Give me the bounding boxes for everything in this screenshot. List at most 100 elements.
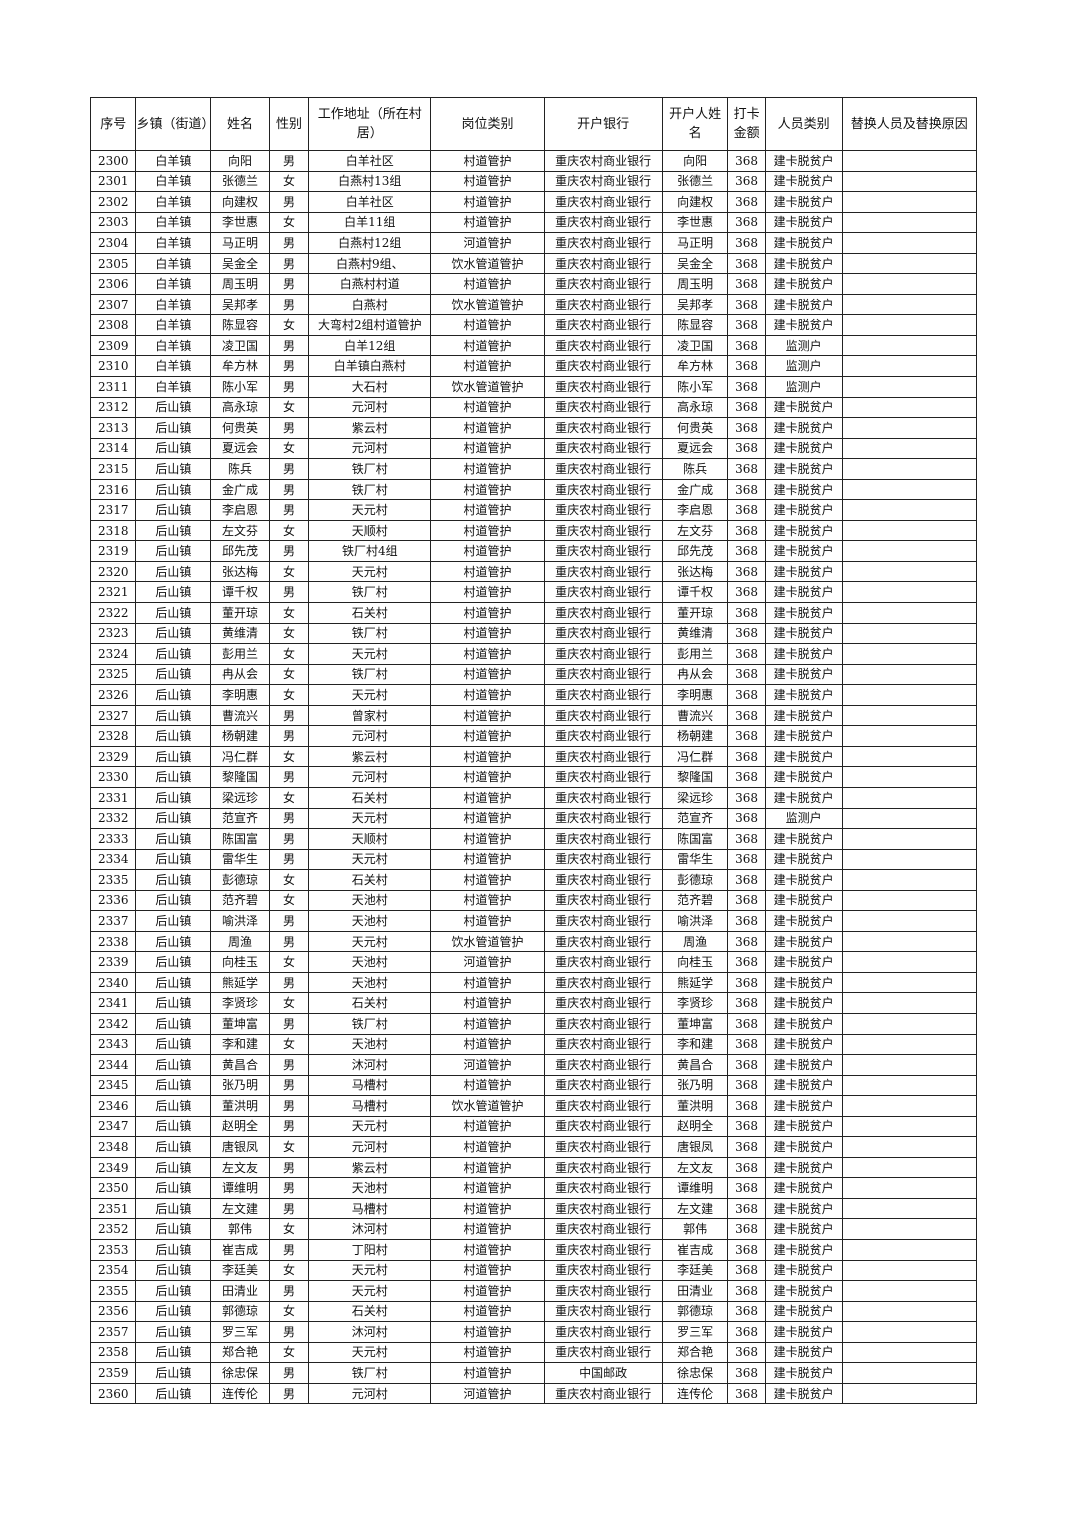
cell-name: 李明惠 <box>210 684 270 706</box>
table-row: 2326 后山镇 李明惠女天元村 村道管护 重庆农村商业银行 李明惠 368 建卡脱贫户 <box>89 684 978 706</box>
cell-category: 建卡脱贫户 <box>764 314 843 336</box>
cell-town: 后山镇 <box>135 1095 212 1117</box>
cell-gender: 女 <box>268 1259 310 1282</box>
cell-category: 建卡脱贫户 <box>764 971 843 994</box>
cell-index: 2330 <box>89 766 137 788</box>
cell-bank: 重庆农村商业银行 <box>543 766 663 788</box>
cell-gender: 女 <box>268 1136 310 1158</box>
table-row: 2310 白羊镇 牟方林男白羊镇白燕村 村道管护 重庆农村商业银行 牟方林 368 监测户 <box>89 355 978 378</box>
cell-town: 后山镇 <box>135 828 212 850</box>
cell-account-holder: 董坤富 <box>661 1012 729 1035</box>
cell-address: 白燕村 <box>308 293 432 316</box>
header-town: 乡镇（街道） <box>135 97 212 151</box>
cell-amount: 368 <box>727 1197 766 1220</box>
cell-replacement <box>841 1321 978 1343</box>
cell-gender: 男 <box>268 1054 310 1076</box>
cell-category: 建卡脱贫户 <box>764 560 843 583</box>
cell-gender: 女 <box>268 745 310 768</box>
header-category: 人员类别 <box>764 97 843 151</box>
cell-replacement <box>841 602 978 624</box>
table-row: 2346 后山镇 董洪明男马槽村 饮水管道管护 重庆农村商业银行 董洪明 368 建卡脱贫户 <box>89 1095 978 1117</box>
table-row: 2345 后山镇 张乃明男马槽村 村道管护 重庆农村商业银行 张乃明 368 建卡脱贫户 <box>89 1074 978 1097</box>
cell-amount: 368 <box>727 1177 766 1199</box>
cell-address: 紫云村 <box>308 745 432 768</box>
cell-amount: 368 <box>727 293 766 316</box>
cell-amount: 368 <box>727 622 766 645</box>
header-position: 岗位类别 <box>430 97 545 151</box>
table-row: 2343 后山镇 李和建女天池村 村道管护 重庆农村商业银行 李和建 368 建卡脱贫户 <box>89 1033 978 1056</box>
cell-gender: 女 <box>268 1033 310 1056</box>
table-row: 2349 后山镇 左文友男紫云村 村道管护 重庆农村商业银行 左文友 368 建卡脱贫户 <box>89 1156 978 1179</box>
table-row: 2314 后山镇 夏远会女元河村 村道管护 重庆农村商业银行 夏远会 368 建卡脱贫户 <box>89 437 978 460</box>
cell-address: 白羊社区 <box>308 150 432 172</box>
cell-replacement <box>841 930 978 953</box>
cell-replacement <box>841 211 978 234</box>
cell-town: 后山镇 <box>135 1115 212 1138</box>
cell-bank: 重庆农村商业银行 <box>543 704 663 727</box>
cell-address: 白燕村9组、 <box>308 252 432 275</box>
cell-gender: 男 <box>268 1382 310 1405</box>
cell-category: 建卡脱贫户 <box>764 252 843 275</box>
cell-category: 建卡脱贫户 <box>764 704 843 727</box>
cell-position: 村道管护 <box>430 334 545 357</box>
cell-account-holder: 李和建 <box>661 1033 729 1056</box>
cell-name: 黄昌合 <box>210 1054 270 1076</box>
table-row: 2355 后山镇 田清业男天元村 村道管护 重庆农村商业银行 田清业 368 建卡脱贫户 <box>89 1280 978 1302</box>
cell-category: 建卡脱贫户 <box>764 1382 843 1405</box>
cell-address: 天元村 <box>308 560 432 583</box>
cell-town: 后山镇 <box>135 1300 212 1323</box>
table-row: 2308 白羊镇 陈显容女大弯村2组村道管护 村道管护 重庆农村商业银行 陈显容 368 建卡… <box>89 314 978 336</box>
cell-town: 后山镇 <box>135 1341 212 1364</box>
cell-category: 建卡脱贫户 <box>764 1074 843 1097</box>
cell-address: 铁厂村 <box>308 622 432 645</box>
cell-amount: 368 <box>727 314 766 336</box>
cell-index: 2315 <box>89 458 137 480</box>
cell-address: 石关村 <box>308 602 432 624</box>
cell-account-holder: 左文友 <box>661 1156 729 1179</box>
cell-position: 村道管护 <box>430 581 545 604</box>
cell-name: 吴金全 <box>210 252 270 275</box>
cell-replacement <box>841 848 978 871</box>
cell-position: 饮水管道管护 <box>430 930 545 953</box>
cell-account-holder: 曹流兴 <box>661 704 729 727</box>
cell-town: 后山镇 <box>135 930 212 953</box>
cell-town: 后山镇 <box>135 1321 212 1343</box>
table-row: 2330 后山镇 黎隆国男元河村 村道管护 重庆农村商业银行 黎隆国 368 建卡脱贫户 <box>89 766 978 788</box>
cell-town: 后山镇 <box>135 478 212 501</box>
cell-town: 后山镇 <box>135 1382 212 1405</box>
cell-replacement <box>841 1095 978 1117</box>
cell-replacement <box>841 622 978 645</box>
cell-index: 2325 <box>89 663 137 686</box>
cell-bank: 重庆农村商业银行 <box>543 376 663 398</box>
table-row: 2354 后山镇 李廷美女天元村 村道管护 重庆农村商业银行 李廷美 368 建卡脱贫户 <box>89 1259 978 1282</box>
table-header-row: 序号 乡镇（街道） 姓名 性别 工作地址（所在村居） 岗位类别 开户银行 开户人… <box>89 97 978 151</box>
cell-category: 建卡脱贫户 <box>764 1197 843 1220</box>
cell-name: 彭用兰 <box>210 643 270 665</box>
cell-bank: 重庆农村商业银行 <box>543 150 663 172</box>
cell-gender: 女 <box>268 1300 310 1323</box>
cell-account-holder: 郭德琼 <box>661 1300 729 1323</box>
cell-address: 铁厂村 <box>308 1012 432 1035</box>
cell-name: 董洪明 <box>210 1095 270 1117</box>
cell-index: 2328 <box>89 725 137 747</box>
cell-amount: 368 <box>727 150 766 172</box>
cell-gender: 女 <box>268 869 310 891</box>
cell-gender: 女 <box>268 643 310 665</box>
cell-name: 李贤珍 <box>210 992 270 1014</box>
table-row: 2342 后山镇 董坤富男铁厂村 村道管护 重庆农村商业银行 董坤富 368 建卡脱贫户 <box>89 1012 978 1035</box>
cell-bank: 重庆农村商业银行 <box>543 807 663 830</box>
cell-amount: 368 <box>727 211 766 234</box>
cell-position: 村道管护 <box>430 807 545 830</box>
cell-bank: 重庆农村商业银行 <box>543 293 663 316</box>
cell-address: 大弯村2组村道管护 <box>308 314 432 336</box>
cell-amount: 368 <box>727 458 766 480</box>
cell-replacement <box>841 560 978 583</box>
cell-bank: 重庆农村商业银行 <box>543 1321 663 1343</box>
header-bank: 开户银行 <box>543 97 663 151</box>
table-row: 2356 后山镇 郭德琼女石关村 村道管护 重庆农村商业银行 郭德琼 368 建卡脱贫户 <box>89 1300 978 1323</box>
cell-gender: 女 <box>268 1218 310 1240</box>
cell-position: 村道管护 <box>430 150 545 172</box>
cell-replacement <box>841 458 978 480</box>
cell-category: 建卡脱贫户 <box>764 232 843 254</box>
cell-amount: 368 <box>727 725 766 747</box>
